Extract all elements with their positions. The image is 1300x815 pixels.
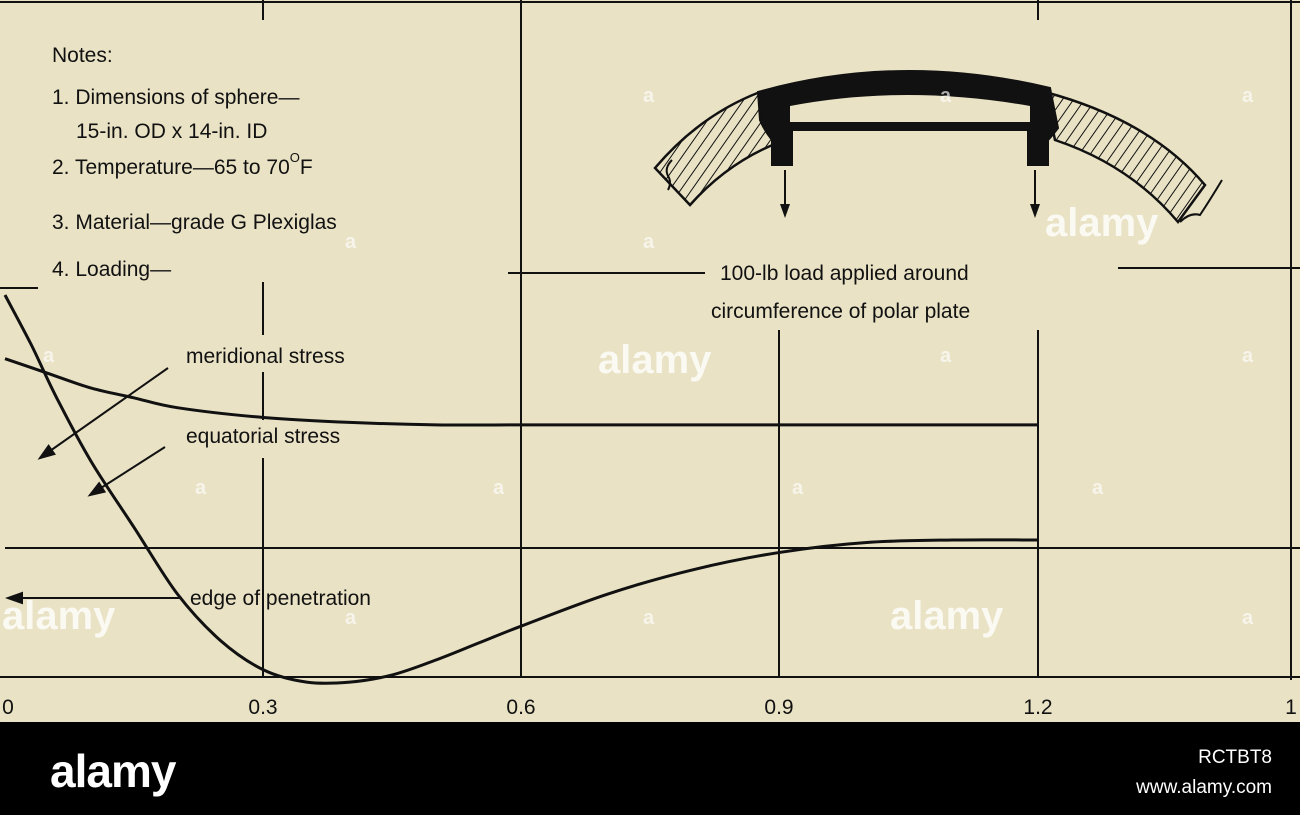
watermark-mark: a (43, 345, 55, 367)
watermark-mark: a (643, 231, 655, 253)
meridional-stress-arrow (39, 367, 169, 459)
arrowhead (780, 204, 790, 218)
arrowhead (5, 591, 23, 605)
watermark-logo: alamy (598, 338, 712, 382)
x-tick-label: 1 (1285, 696, 1297, 719)
note-temperature-unit: F (299, 156, 313, 179)
x-tick-label: 0 (2, 696, 14, 719)
notes-heading: Notes: (52, 44, 113, 67)
polar-plate-insert (790, 95, 1030, 122)
note-temperature-text: 2. Temperature—65 to 70 (52, 156, 290, 179)
arrowhead (37, 444, 56, 460)
equatorial-stress-label: equatorial stress (186, 425, 341, 448)
x-tick-label: 0.9 (764, 696, 794, 719)
load-caption-line2: circumference of polar plate (711, 300, 971, 323)
note-loading: 4. Loading— (52, 258, 172, 281)
annotation-arrows (5, 367, 180, 605)
watermark-mark: a (792, 477, 804, 499)
watermark-mark: a (940, 85, 952, 107)
meridional-stress-label: meridional stress (186, 345, 345, 368)
equatorial-stress-curve (4, 357, 1039, 427)
watermark-logo: alamy (890, 594, 1004, 638)
watermark-mark: a (493, 477, 505, 499)
note-material: 3. Material—grade G Plexiglas (52, 211, 337, 234)
arrowhead (1030, 204, 1040, 218)
chart-grid (0, 0, 1300, 680)
watermark-mark: a (1092, 477, 1104, 499)
watermark-mark: a (1242, 607, 1254, 629)
chart-canvas (0, 0, 1300, 685)
watermark-mark: a (940, 345, 952, 367)
watermark-mark: a (643, 607, 655, 629)
stock-banner: alamy RCTBT8 www.alamy.com (0, 722, 1300, 815)
watermark-mark: a (345, 607, 357, 629)
note-dimensions-values: 15-in. OD x 14-in. ID (76, 120, 268, 143)
note-dimensions: 1. Dimensions of sphere— (52, 86, 300, 109)
x-tick-label: 1.2 (1023, 696, 1053, 719)
banner-image-id: RCTBT8 (1198, 747, 1272, 768)
banner-logo: alamy (50, 745, 176, 797)
watermark-logo: alamy (2, 594, 116, 638)
arrowhead (87, 481, 107, 497)
shell-break-left (665, 159, 673, 191)
shell-section-right (1043, 90, 1207, 225)
edge-of-penetration-label: edge of penetration (190, 587, 371, 610)
x-tick-label: 0.3 (248, 696, 278, 719)
polar-plate-diagram (653, 70, 1223, 225)
watermark-mark: a (1242, 85, 1254, 107)
watermark-mark: a (345, 231, 357, 253)
watermark-mark: a (643, 85, 655, 107)
x-tick-label: 0.6 (506, 696, 536, 719)
note-temperature: 2. Temperature—65 to 70OF (52, 151, 313, 179)
meridional-stress-curve (3, 294, 1040, 685)
banner-url: www.alamy.com (1136, 777, 1272, 798)
watermark-logo: alamy (1045, 201, 1159, 245)
shell-break-right (1179, 179, 1223, 223)
load-caption-line1: 100-lb load applied around (720, 262, 969, 285)
degree-symbol: O (289, 150, 300, 165)
watermark-mark: a (195, 477, 207, 499)
watermark-mark: a (1242, 345, 1254, 367)
chart-series (3, 294, 1040, 685)
